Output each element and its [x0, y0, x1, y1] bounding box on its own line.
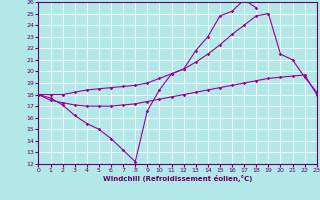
- X-axis label: Windchill (Refroidissement éolien,°C): Windchill (Refroidissement éolien,°C): [103, 175, 252, 182]
